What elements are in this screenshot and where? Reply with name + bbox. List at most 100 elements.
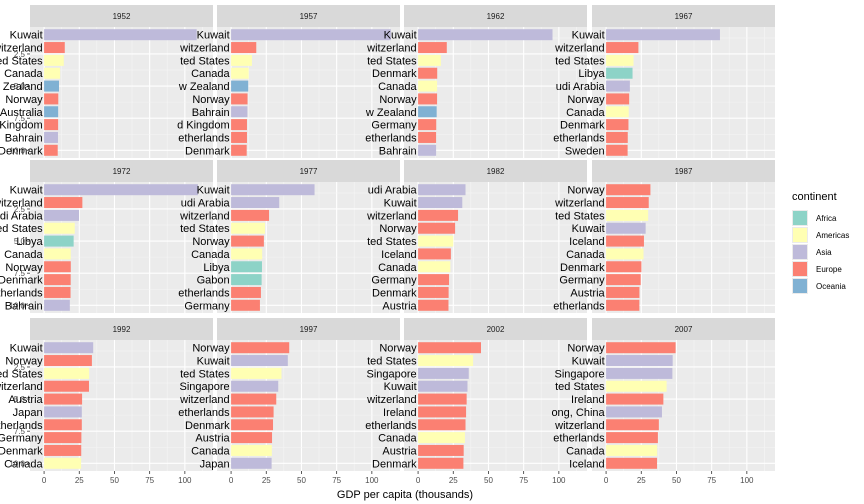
bar-label: w Zealand [178, 81, 230, 93]
bar-label: Austria [8, 394, 43, 406]
bar-label: Norway [567, 343, 605, 355]
bar [231, 29, 391, 41]
bar-label: Kuwait [197, 356, 230, 368]
bar [44, 444, 82, 456]
bar-label: witzerland [179, 210, 230, 222]
bar [231, 380, 279, 392]
bar [606, 419, 659, 431]
bar [606, 299, 640, 311]
bar [606, 106, 629, 118]
facet-strip [404, 318, 587, 340]
bar [418, 222, 456, 234]
bar-label: Kuwait [384, 30, 417, 42]
bar-label: Gabon [197, 275, 230, 287]
bar-label: Norway [379, 343, 417, 355]
legend-label: Americas [816, 231, 849, 240]
bar [418, 380, 468, 392]
bar-label: etherlands [0, 420, 43, 432]
bar [606, 355, 673, 367]
facet-strip [217, 160, 400, 182]
bar-label: witzerland [366, 210, 417, 222]
bar-label: witzerland [179, 43, 230, 55]
bar-label: Japan [13, 407, 43, 419]
bar-label: ted States [555, 381, 605, 393]
bar-label: witzerland [179, 394, 230, 406]
bar-label: w Zealand [365, 107, 417, 119]
bar-label: Austria [570, 287, 605, 299]
bar-label: udi Arabia [556, 81, 606, 93]
bar-label: Bahrain [192, 107, 230, 119]
bar [606, 432, 658, 444]
bar-label: Canada [378, 262, 417, 274]
bar [231, 457, 272, 469]
bar-label: Norway [192, 94, 230, 106]
bar [231, 299, 260, 311]
bar [231, 80, 249, 92]
bar [44, 355, 92, 367]
y-tick-label: 7.5 [14, 269, 26, 278]
bar [418, 67, 438, 79]
bar [231, 274, 262, 286]
bar-label: Kuwait [10, 343, 43, 355]
bar-label: Denmark [0, 445, 43, 457]
bar [606, 222, 646, 234]
bar-label: Bahrain [5, 132, 43, 144]
facet-panel-1972: 1972 Kuwaitwitzerlandudi Arabiated States… [0, 160, 213, 313]
legend-label: Africa [816, 214, 837, 223]
bar-label: ted States [367, 356, 417, 368]
bar-label: Iceland [569, 236, 604, 248]
bar-label: Denmark [185, 420, 230, 432]
bar [606, 131, 628, 143]
bar-label: Norway [379, 223, 417, 235]
bar [418, 80, 438, 92]
bar [44, 299, 70, 311]
y-tick-label: 2.5 [14, 50, 26, 59]
facet-strip [592, 160, 775, 182]
bar-label: Kuwait [10, 30, 43, 42]
bar [606, 406, 662, 418]
bar [231, 106, 248, 118]
bar [44, 131, 58, 143]
facet-strip-label: 1992 [113, 325, 131, 334]
legend-title: continent [792, 191, 837, 203]
bar-label: witzerland [554, 198, 605, 210]
bar [418, 248, 451, 260]
bar [606, 380, 667, 392]
bar [44, 184, 198, 196]
legend-swatch-oceania [793, 279, 807, 293]
legend-label: Europe [816, 265, 842, 274]
bar-label: Austria [195, 433, 230, 445]
bar-label: Ireland [571, 394, 605, 406]
bar [231, 197, 280, 209]
x-tick-label: 100 [178, 476, 192, 485]
y-tick-label: 7.5 [14, 427, 26, 436]
bar-label: Germany [0, 433, 43, 445]
x-tick-label: 0 [229, 476, 234, 485]
facet-strip [592, 5, 775, 27]
bar [44, 67, 61, 79]
bar [606, 54, 634, 66]
facet-strip [404, 5, 587, 27]
facet-panel-1992: 1992 KuwaitNorwayted StateswitzerlandAust… [0, 318, 213, 485]
facet-strip-label: 1982 [487, 167, 505, 176]
bar [44, 93, 59, 105]
bar-label: Austria [382, 300, 417, 312]
bar-label: Kuwait [572, 30, 605, 42]
bar [231, 209, 270, 221]
bar-label: Libya [16, 236, 43, 248]
x-tick-label: 50 [672, 476, 681, 485]
bar [44, 119, 59, 131]
bar [44, 419, 82, 431]
bar-label: Denmark [0, 145, 43, 157]
facet-strip-label: 2002 [487, 325, 505, 334]
y-tick-label: 2.5 [14, 363, 26, 372]
bar-label: ted States [555, 210, 605, 222]
bar-label: Canada [191, 68, 230, 80]
x-tick-label: 0 [42, 476, 47, 485]
bar-label: Canada [191, 249, 230, 261]
